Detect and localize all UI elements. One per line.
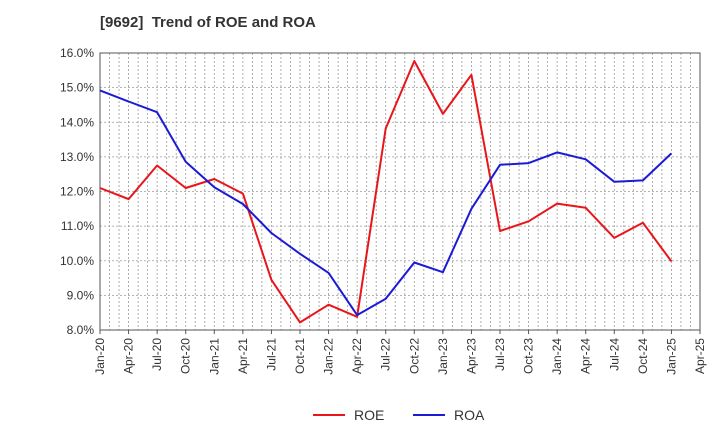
x-tick-label: Jan-23 [436,338,450,375]
chart-title: [9692] Trend of ROE and ROA [100,14,316,31]
legend: ROE ROA [313,407,485,423]
x-tick-label: Apr-20 [122,338,136,374]
x-tick-label: Oct-24 [636,338,650,374]
x-axis-ticks: Jan-20 Apr-20 Jul-20 Oct-20 Jan-21 Apr-21 Jul-… [93,330,707,375]
series-line-roe [99,60,673,324]
y-tick-label: 10.0% [60,254,94,268]
y-tick-label: 15.0% [60,81,94,95]
x-tick-label: Apr-25 [693,338,707,374]
y-tick-label: 12.0% [60,185,94,199]
x-tick-label: Apr-23 [464,338,478,374]
x-tick-label: Apr-24 [579,338,593,374]
x-tick-label: Oct-22 [407,338,421,374]
x-tick-label: Jul-24 [607,338,621,371]
x-tick-label: Jan-25 [664,338,678,375]
legend-label-roa: ROA [454,407,485,423]
x-tick-label: Oct-20 [179,338,193,374]
x-tick-label: Jan-24 [550,338,564,375]
series-line-roa [99,89,673,317]
y-tick-label: 8.0% [67,323,95,337]
x-tick-label: Jul-23 [493,338,507,371]
x-tick-label: Oct-23 [522,338,536,374]
series-lines [99,60,673,324]
x-tick-label: Apr-22 [350,338,364,374]
y-tick-label: 13.0% [60,150,94,164]
y-tick-label: 16.0% [60,46,94,60]
legend-label-roe: ROE [354,407,384,423]
x-tick-label: Jan-20 [93,338,107,375]
x-tick-label: Oct-21 [293,338,307,374]
x-tick-label: Jul-20 [150,338,164,371]
x-tick-label: Jan-22 [322,338,336,375]
y-tick-label: 11.0% [61,219,94,233]
x-tick-label: Jul-22 [379,338,393,371]
x-tick-label: Apr-21 [236,338,250,374]
x-tick-label: Jul-21 [264,338,278,371]
y-tick-label: 14.0% [60,115,94,129]
y-tick-label: 9.0% [67,288,95,302]
plot-area [99,52,701,331]
y-axis-ticks: 16.0% 15.0% 14.0% 13.0% 12.0% 11.0% 10.0% 9.0% 8… [60,46,94,337]
x-tick-label: Jan-21 [207,338,221,375]
